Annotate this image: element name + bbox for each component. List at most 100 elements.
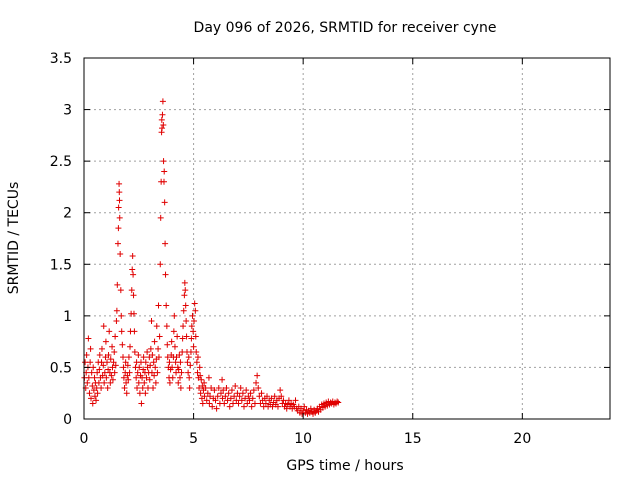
data-point	[91, 393, 98, 400]
data-point	[118, 312, 125, 319]
data-point	[197, 372, 204, 379]
data-point	[257, 400, 264, 407]
data-point	[91, 374, 98, 381]
data-point	[104, 385, 111, 392]
data-point	[103, 374, 110, 381]
data-point	[111, 369, 118, 376]
data-point	[219, 376, 226, 383]
data-point	[156, 333, 163, 340]
data-point	[236, 393, 243, 400]
data-point	[82, 359, 89, 366]
data-point	[96, 366, 103, 373]
data-point	[128, 287, 135, 294]
data-point	[180, 307, 187, 314]
data-point	[183, 318, 190, 325]
data-point	[211, 387, 218, 394]
data-point	[226, 403, 233, 410]
data-point	[246, 397, 253, 404]
data-point	[151, 372, 158, 379]
data-point	[94, 390, 101, 397]
data-point	[162, 271, 169, 278]
data-point	[106, 328, 113, 335]
y-tick-label: 2	[63, 206, 72, 222]
data-point	[196, 385, 203, 392]
data-point	[201, 379, 208, 386]
data-point	[123, 390, 130, 397]
data-point	[163, 302, 170, 309]
data-point	[256, 393, 263, 400]
data-point	[142, 390, 149, 397]
data-point	[247, 390, 254, 397]
data-point	[292, 397, 299, 404]
data-point	[109, 343, 116, 350]
data-point	[135, 352, 142, 359]
data-point	[101, 379, 108, 386]
data-point	[107, 379, 114, 386]
data-point	[223, 385, 230, 392]
data-point	[274, 403, 281, 410]
data-point	[221, 400, 228, 407]
y-tick-label: 1	[63, 309, 72, 325]
data-point	[143, 374, 150, 381]
data-point	[182, 287, 189, 294]
data-point	[251, 400, 258, 407]
data-point	[299, 410, 306, 417]
data-point	[184, 359, 191, 366]
data-point	[84, 379, 91, 386]
data-point	[209, 403, 216, 410]
data-point	[135, 379, 142, 386]
data-point	[108, 372, 115, 379]
data-point	[139, 385, 146, 392]
data-point	[171, 312, 178, 319]
data-point	[123, 379, 130, 386]
data-point	[116, 180, 123, 187]
data-points	[81, 98, 342, 417]
data-point	[177, 359, 184, 366]
data-point	[159, 111, 166, 118]
y-tick-label: 1.5	[50, 257, 72, 273]
data-point	[190, 328, 197, 335]
data-point	[99, 372, 106, 379]
data-point	[205, 374, 212, 381]
data-point	[130, 271, 137, 278]
data-point	[262, 400, 269, 407]
data-point	[180, 323, 187, 330]
data-point	[104, 359, 111, 366]
data-point	[117, 287, 124, 294]
data-point	[225, 390, 232, 397]
data-point	[202, 385, 209, 392]
data-point	[161, 168, 168, 175]
data-point	[176, 374, 183, 381]
data-point	[110, 359, 117, 366]
data-point	[224, 397, 231, 404]
data-point	[88, 395, 95, 402]
data-point	[140, 366, 147, 373]
data-point	[174, 333, 181, 340]
data-point	[238, 397, 245, 404]
data-point	[188, 335, 195, 342]
data-point	[157, 261, 164, 268]
data-point	[159, 125, 166, 132]
data-point	[196, 364, 203, 371]
data-point	[88, 369, 95, 376]
data-point	[232, 382, 239, 389]
data-point	[121, 385, 128, 392]
data-point	[83, 352, 90, 359]
data-point	[164, 354, 171, 361]
y-tick-label: 2.5	[50, 154, 72, 170]
data-point	[198, 376, 205, 383]
data-point	[254, 372, 261, 379]
data-point	[199, 400, 206, 407]
data-point	[192, 333, 199, 340]
data-point	[258, 390, 265, 397]
data-point	[144, 348, 151, 355]
data-point	[115, 225, 122, 232]
data-point	[194, 369, 201, 376]
data-point	[126, 369, 133, 376]
data-point	[233, 397, 240, 404]
data-point	[113, 307, 120, 314]
data-point	[193, 348, 200, 355]
data-point	[255, 385, 262, 392]
data-point	[235, 400, 242, 407]
